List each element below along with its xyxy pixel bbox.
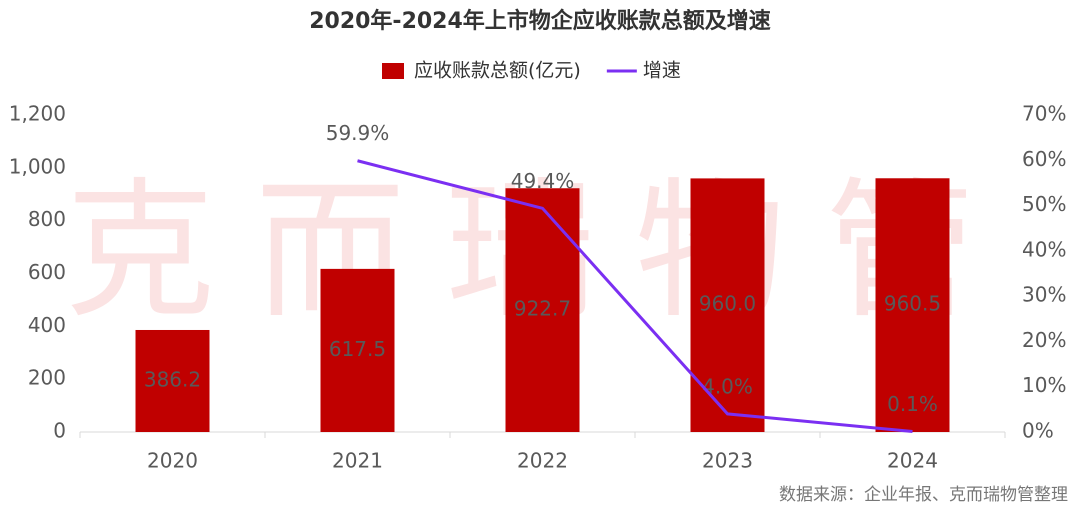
legend-label: 应收账款总额(亿元): [414, 60, 581, 82]
y2-tick-label: 0%: [1022, 419, 1054, 443]
line-value-label: 59.9%: [326, 121, 390, 145]
x-tick-label: 2024: [887, 449, 938, 473]
bar: [875, 178, 950, 432]
bar-value-label: 922.7: [514, 297, 571, 321]
y2-tick-label: 60%: [1022, 147, 1066, 171]
bar: [135, 329, 210, 432]
bar-value-label: 960.0: [699, 292, 756, 316]
y2-tick-label: 20%: [1022, 328, 1066, 352]
y-tick-label: 800: [28, 207, 66, 231]
x-tick-label: 2020: [147, 449, 198, 473]
legend-label: 增速: [643, 60, 681, 82]
y-tick-label: 600: [28, 260, 66, 284]
y2-tick-label: 10%: [1022, 373, 1066, 397]
x-tick-label: 2023: [702, 449, 753, 473]
y-tick-label: 200: [28, 366, 66, 390]
x-tick-label: 2021: [332, 449, 383, 473]
bar-value-label: 617.5: [329, 337, 386, 361]
bar-value-label: 386.2: [144, 367, 201, 391]
y-tick-label: 400: [28, 313, 66, 337]
y2-tick-label: 50%: [1022, 192, 1066, 216]
bar: [320, 268, 395, 432]
source-note: 数据来源：企业年报、克而瑞物管整理: [779, 485, 1068, 505]
y2-tick-label: 30%: [1022, 283, 1066, 307]
bar: [690, 178, 765, 432]
line-value-label: 49.4%: [511, 169, 575, 193]
y-tick-label: 1,000: [9, 154, 66, 178]
y2-tick-label: 70%: [1022, 102, 1066, 126]
y-tick-label: 0: [53, 419, 66, 443]
bar: [505, 188, 580, 432]
bar-value-label: 960.5: [884, 292, 941, 316]
chart-title: 2020年-2024年上市物企应收账款总额及增速: [309, 8, 771, 34]
legend-swatch: [382, 63, 404, 79]
line: [357, 159, 913, 434]
y2-tick-label: 40%: [1022, 237, 1066, 261]
y-tick-label: 1,200: [9, 102, 66, 126]
line-value-label: 0.1%: [887, 392, 938, 416]
x-tick-label: 2022: [517, 449, 568, 473]
